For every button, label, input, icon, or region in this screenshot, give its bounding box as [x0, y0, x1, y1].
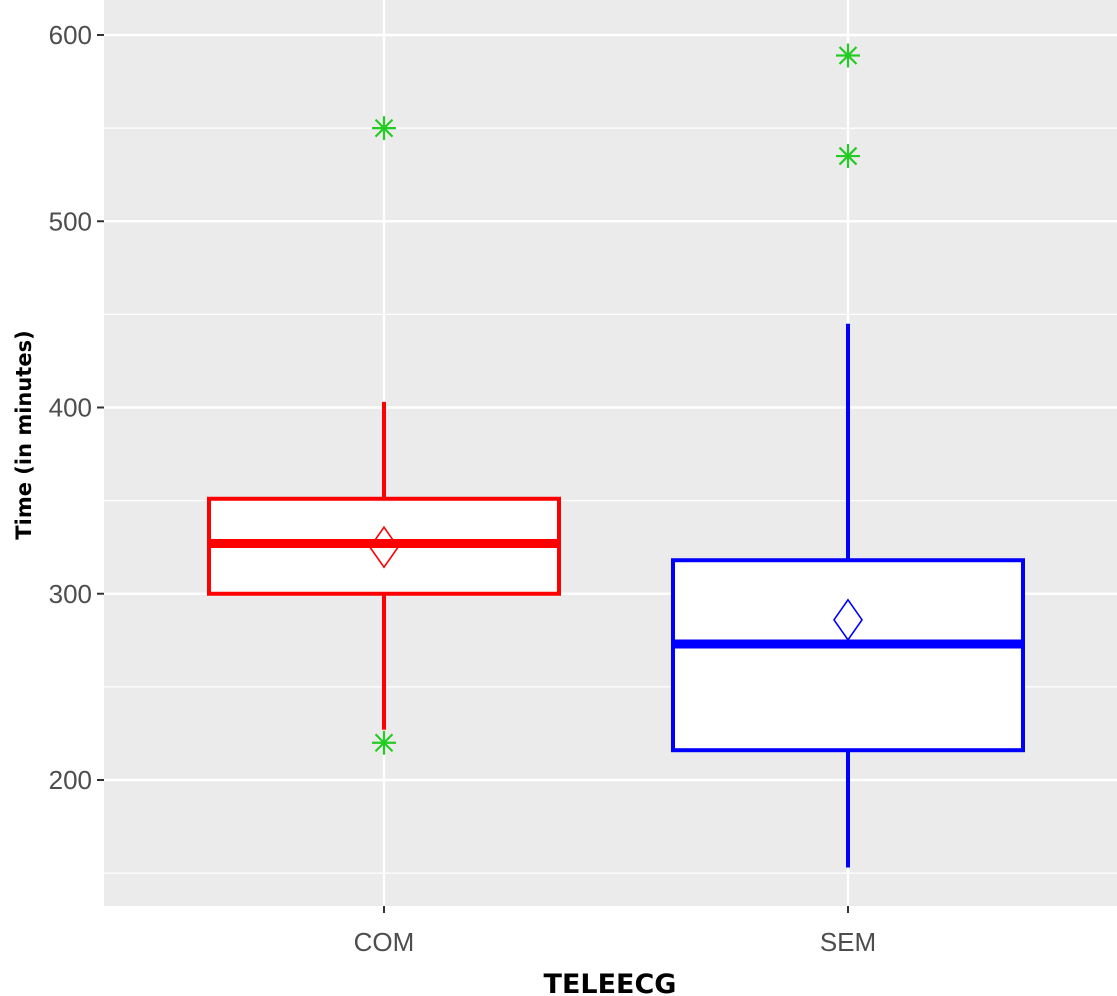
- x-axis: COM SEM: [354, 906, 876, 957]
- outlier-point: [836, 144, 860, 169]
- y-tick-label: 500: [49, 206, 92, 236]
- outlier-point: [372, 730, 396, 755]
- mean-marker: [833, 598, 863, 642]
- outlier-stroke: [838, 46, 858, 65]
- y-tick-label: 400: [49, 393, 92, 423]
- y-tick-label: 200: [49, 765, 92, 795]
- box-group-sem: [671, 43, 1025, 868]
- outlier-stroke: [374, 733, 394, 753]
- mean-marker: [369, 525, 399, 569]
- outlier-stroke: [838, 146, 858, 166]
- box-group-com: [207, 116, 561, 755]
- y-tick-label: 600: [49, 20, 92, 50]
- x-tick-label: SEM: [820, 927, 876, 957]
- y-axis-title: Time (in minutes): [12, 330, 36, 539]
- box-series: [207, 43, 1025, 868]
- y-tick-label: 300: [49, 579, 92, 609]
- x-axis-title: TELEECG: [544, 969, 677, 996]
- box-iqr: [671, 558, 1025, 753]
- plot-panel: [104, 0, 1117, 906]
- outlier-point: [372, 116, 396, 141]
- outlier-point: [836, 43, 860, 68]
- outlier-stroke: [374, 118, 394, 138]
- x-tick-label: COM: [354, 927, 415, 957]
- y-axis: 200 300 400 500 600: [49, 20, 104, 795]
